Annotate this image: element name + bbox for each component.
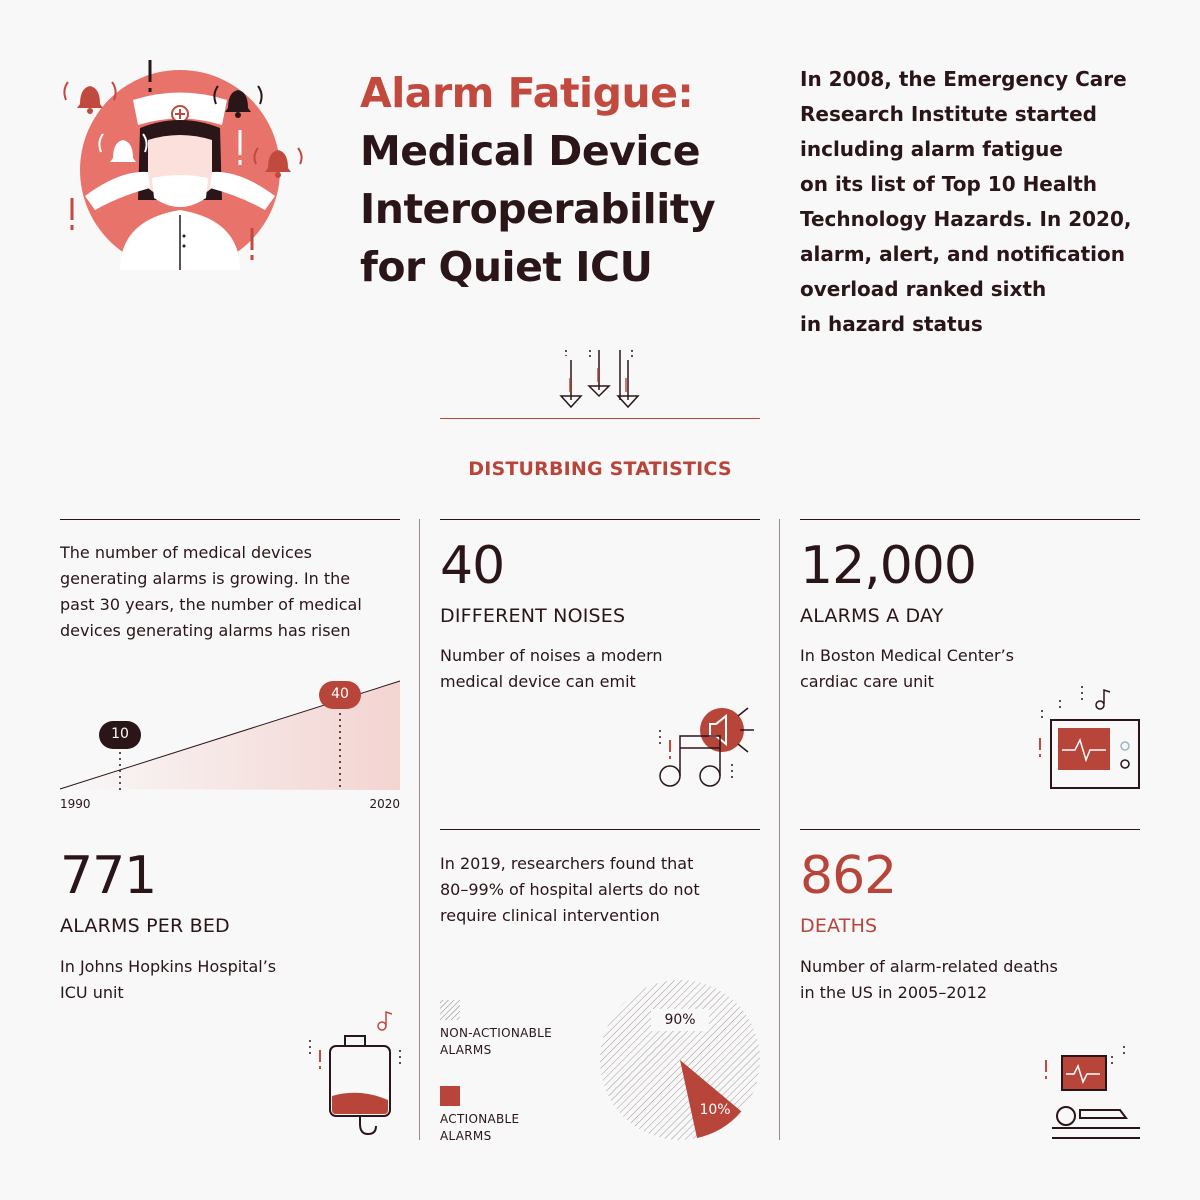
title-line-2: Medical Device (360, 127, 701, 175)
legend-line: ALARMS (440, 1043, 492, 1057)
text-line: In Johns Hopkins Hospital’s (60, 957, 277, 976)
text-line: past 30 years, the number of medical (60, 595, 362, 614)
end-value-badge (319, 681, 361, 709)
deaths-text: Number of alarm-related deaths in the US… (800, 954, 1140, 1006)
alarms-pie-chart (600, 980, 760, 1140)
divider (800, 519, 1140, 520)
pie-label-non-actionable: 90% (664, 1012, 696, 1028)
text-line: In Boston Medical Center’s (800, 646, 1014, 665)
text-line: Number of noises a modern (440, 646, 663, 665)
column-separator (419, 519, 420, 1140)
intro-line: alarm, alert, and notification (800, 242, 1125, 266)
legend-line: ALARMS (440, 1129, 492, 1143)
divider (440, 519, 760, 520)
text-line: require clinical intervention (440, 906, 660, 925)
text-line: devices generating alarms has risen (60, 621, 351, 640)
intro-line: on its list of Top 10 Health (800, 172, 1098, 196)
intro-line: in hazard status (800, 312, 983, 336)
text-line: The number of medical devices (60, 543, 312, 562)
nurse-alarm-illustration (63, 60, 303, 270)
intro-line: In 2008, the Emergency Care (800, 67, 1127, 91)
section-title: DISTURBING STATISTICS (468, 458, 732, 480)
start-value-label: 10 (111, 726, 129, 742)
pie-label-bg (651, 1009, 709, 1031)
end-year-label: 2020 (369, 797, 400, 811)
deaths-caption: DEATHS (800, 915, 878, 937)
per-bed-caption: ALARMS PER BED (60, 915, 230, 937)
actionable-swatch (440, 1086, 460, 1106)
legend-line: NON-ACTIONABLE (440, 1026, 553, 1040)
legend-actionable: ACTIONABLE ALARMS (440, 1111, 519, 1145)
alarms-day-text: In Boston Medical Center’s cardiac care … (800, 643, 1140, 695)
text-line: In 2019, researchers found that (440, 854, 694, 873)
intro-text: In 2008, the Emergency Care Research Ins… (800, 62, 1160, 342)
research-text: In 2019, researchers found that 80–99% o… (440, 851, 760, 929)
per-bed-number: 771 (60, 846, 157, 906)
noises-number: 40 (440, 536, 505, 596)
divider (440, 829, 760, 830)
noises-text: Number of noises a modern medical device… (440, 643, 760, 695)
intro-line: overload ranked sixth (800, 277, 1047, 301)
start-value-badge (99, 721, 141, 749)
pie-slice-actionable (680, 1060, 742, 1138)
non-actionable-swatch (440, 1000, 460, 1020)
text-line: generating alarms is growing. In the (60, 569, 351, 588)
speaker-music-icon (659, 707, 754, 787)
page-title: Alarm Fatigue: Medical Device Interopera… (360, 64, 780, 296)
patient-monitor-icon (1045, 1046, 1140, 1139)
pie-label-actionable: 10% (699, 1102, 731, 1118)
start-year-label: 1990 (60, 797, 91, 811)
legend-swatches (440, 1000, 460, 1106)
text-line: cardiac care unit (800, 672, 934, 691)
intro-line: Technology Hazards. In 2020, (800, 207, 1132, 231)
down-arrows-icon (559, 350, 640, 409)
text-line: 80–99% of hospital alerts do not (440, 880, 700, 899)
alarms-day-caption: ALARMS A DAY (800, 605, 944, 627)
growth-chart (59, 680, 401, 790)
noises-caption: DIFFERENT NOISES (440, 605, 626, 627)
title-line-1: Alarm Fatigue: (360, 69, 694, 117)
divider (440, 418, 760, 419)
alarms-day-number: 12,000 (800, 536, 977, 596)
title-line-4: for Quiet ICU (360, 243, 653, 291)
text-line: in the US in 2005–2012 (800, 983, 988, 1002)
legend-non-actionable: NON-ACTIONABLE ALARMS (440, 1025, 552, 1059)
text-line: ICU unit (60, 983, 124, 1002)
legend-line: ACTIONABLE (440, 1112, 520, 1126)
title-line-3: Interoperability (360, 185, 716, 233)
iv-bag-icon (309, 1010, 401, 1136)
growth-text: The number of medical devices generating… (60, 540, 400, 644)
divider (800, 829, 1140, 830)
per-bed-text: In Johns Hopkins Hospital’s ICU unit (60, 954, 400, 1006)
divider (60, 519, 400, 520)
column-separator (779, 519, 780, 1140)
end-value-label: 40 (331, 686, 349, 702)
deaths-number: 862 (800, 846, 897, 906)
monitor-icon (1039, 686, 1140, 789)
text-line: medical device can emit (440, 672, 636, 691)
text-line: Number of alarm-related deaths (800, 957, 1058, 976)
intro-line: Research Institute started (800, 102, 1098, 126)
intro-line: including alarm fatigue (800, 137, 1063, 161)
